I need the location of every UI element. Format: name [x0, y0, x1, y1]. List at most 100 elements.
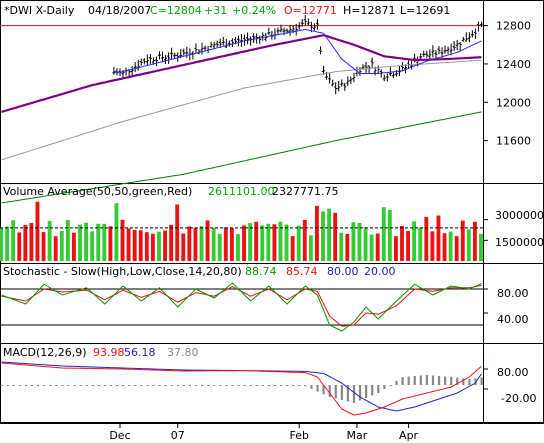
macd-histogram-bar: [340, 385, 343, 400]
macd-histogram-bar: [231, 385, 234, 386]
x-axis: Dec 07 Feb Mar Apr: [109, 423, 419, 442]
low-value: L=12691: [400, 4, 450, 17]
volume-bar: [78, 224, 82, 261]
macd-histogram-bar: [79, 385, 82, 386]
volume-bar: [315, 205, 319, 261]
volume-bar: [120, 219, 125, 261]
macd-histogram-bar: [128, 385, 131, 386]
macd-histogram-bar: [170, 385, 173, 386]
macd-histogram-bar: [182, 385, 185, 386]
volume-bar: [108, 226, 113, 261]
volume-bar: [418, 227, 423, 261]
volume-bar: [339, 232, 344, 261]
volume-bar: [84, 222, 89, 261]
volume-bar: [169, 224, 174, 261]
macd-histogram-bar: [6, 385, 9, 386]
volume-bar: [363, 227, 368, 261]
macd-line: [1, 362, 482, 416]
macd-histogram-value: 37.80: [167, 346, 199, 359]
volume-bar: [278, 221, 283, 261]
volume-bar: [308, 235, 313, 261]
macd-histogram-bar: [401, 377, 404, 385]
macd-histogram-bar: [395, 381, 398, 385]
volume-bar: [5, 226, 10, 261]
macd-histogram-bar: [383, 385, 386, 389]
volume-avg-red: 2327771.75: [272, 185, 338, 198]
volume-bar: [138, 230, 143, 261]
macd-histogram-bar: [219, 385, 222, 386]
macd-histogram-bar: [73, 385, 76, 386]
macd-histogram-bar: [456, 377, 459, 385]
macd-histogram-bar: [444, 376, 447, 385]
volume-bar: [260, 225, 265, 261]
volume-bar: [144, 232, 149, 261]
macd-histogram-bar: [146, 385, 149, 386]
volume-bar: [150, 233, 155, 261]
volume-bar: [424, 216, 429, 261]
volume-bar: [217, 233, 222, 261]
volume-bar: [126, 228, 131, 261]
macd-tick-label: -20.00: [501, 392, 536, 405]
volume-bar: [479, 233, 483, 261]
volume-avg-green: 2611101.00: [208, 185, 274, 198]
close-value: C=12804: [150, 4, 202, 17]
macd-signal-line: [1, 361, 482, 412]
volume-bar: [193, 227, 198, 261]
macd-histogram-bar: [407, 376, 410, 385]
price-tick-label: 11600: [496, 135, 531, 148]
macd-histogram-bar: [243, 385, 246, 386]
macd-histogram-bar: [18, 385, 21, 386]
volume-bar: [157, 231, 161, 261]
volume-bar: [272, 224, 277, 261]
macd-histogram-bar: [103, 385, 107, 386]
macd-panel: MACD(12,26,9) 93.98 56.18 37.80 80.00 -2…: [0, 346, 536, 416]
volume-bar: [436, 215, 441, 261]
macd-histogram-bar: [322, 385, 325, 395]
macd-histogram-bar: [97, 385, 100, 386]
x-axis-label: Mar: [347, 429, 368, 442]
macd-histogram-bar: [225, 385, 228, 386]
volume-bar: [454, 236, 459, 261]
volume-bar: [65, 219, 70, 261]
macd-histogram-bar: [352, 385, 356, 403]
volume-bar: [132, 229, 137, 261]
volume-bar: [90, 231, 95, 261]
macd-histogram-bar: [462, 378, 465, 385]
volume-bar: [242, 225, 246, 261]
macd-histogram-bar: [298, 385, 301, 387]
volume-bar: [53, 236, 58, 261]
volume-bar: [430, 231, 435, 261]
volume-bar: [448, 231, 453, 261]
volume-bar: [29, 223, 34, 261]
date-label: 04/18/2007: [88, 4, 151, 17]
macd-histogram-bar: [365, 385, 368, 398]
macd-histogram-bar: [164, 385, 167, 386]
x-axis-label: Dec: [109, 429, 130, 442]
macd-histogram-bar: [152, 385, 155, 386]
macd-histogram-bar: [371, 385, 374, 396]
macd-histogram-bar: [91, 385, 94, 386]
volume-bar: [35, 201, 40, 261]
x-axis-label: 07: [171, 429, 185, 442]
macd-histogram-bar: [261, 385, 264, 386]
volume-bar: [102, 223, 107, 261]
volume-bar: [205, 220, 210, 261]
macd-histogram-bar: [0, 385, 3, 386]
macd-histogram-bar: [188, 385, 192, 386]
macd-histogram-bar: [267, 385, 271, 386]
volume-bar: [333, 212, 338, 261]
macd-histogram-bar: [468, 379, 471, 385]
macd-title: MACD(12,26,9): [3, 346, 87, 359]
moving-average-50-line: [1, 34, 482, 113]
symbol-label: *DWI X-Daily: [4, 4, 75, 17]
macd-histogram-bar: [292, 385, 295, 386]
volume-bar: [0, 227, 3, 261]
macd-histogram-bar: [316, 385, 319, 392]
high-value: H=12871: [343, 4, 395, 17]
volume-bar: [375, 233, 380, 261]
macd-histogram-bar: [425, 375, 429, 385]
volume-bar: [369, 234, 374, 261]
macd-histogram-bar: [419, 375, 422, 385]
price-tick-label: 12000: [496, 96, 531, 109]
